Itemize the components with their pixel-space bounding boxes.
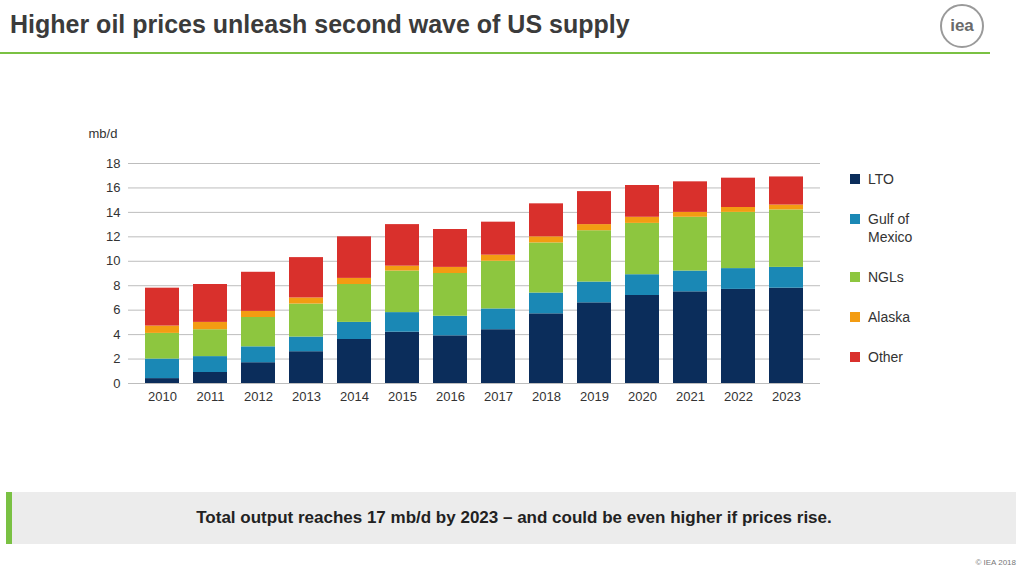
svg-text:2017: 2017 — [484, 389, 513, 404]
html-text:Gulf of Mexico: Gulf of Mexico — [868, 211, 913, 245]
svg-text:2015: 2015 — [388, 389, 417, 404]
svg-text:2010: 2010 — [148, 389, 177, 404]
html-text:LTO: LTO — [868, 171, 894, 187]
html-text:iea: iea — [950, 16, 974, 35]
svg-text:6: 6 — [113, 302, 120, 317]
svg-text:2: 2 — [113, 351, 120, 366]
svg-text:8: 8 — [113, 278, 120, 293]
svg-text:16: 16 — [106, 180, 120, 195]
svg-text:2011: 2011 — [197, 389, 225, 404]
svg-text:2022: 2022 — [724, 389, 753, 404]
svg-text:2023: 2023 — [772, 389, 801, 404]
svg-text:14: 14 — [106, 205, 120, 220]
html-text:Total output reaches 17 mb/d b: Total output reaches 17 mb/d by 2023 – a… — [196, 508, 832, 527]
html-text:Alaska: Alaska — [868, 309, 910, 325]
html-text:Higher oil prices unleash seco: Higher oil prices unleash second wave of… — [10, 10, 630, 38]
html-text:Other: Other — [868, 349, 903, 365]
svg-text:10: 10 — [106, 253, 120, 268]
svg-text:2016: 2016 — [436, 389, 465, 404]
html-text:NGLs: NGLs — [868, 269, 904, 285]
svg-text:mb/d: mb/d — [89, 126, 118, 141]
svg-text:12: 12 — [106, 229, 120, 244]
svg-text:2021: 2021 — [676, 389, 705, 404]
svg-text:2014: 2014 — [340, 389, 369, 404]
svg-text:2018: 2018 — [532, 389, 561, 404]
svg-text:0: 0 — [113, 376, 120, 391]
svg-text:4: 4 — [113, 327, 120, 342]
svg-text:2019: 2019 — [580, 389, 609, 404]
svg-text:2020: 2020 — [628, 389, 657, 404]
svg-text:2013: 2013 — [292, 389, 321, 404]
svg-text:18: 18 — [106, 156, 120, 171]
html-text:© IEA 2018: © IEA 2018 — [975, 558, 1016, 567]
svg-text:2012: 2012 — [244, 389, 273, 404]
